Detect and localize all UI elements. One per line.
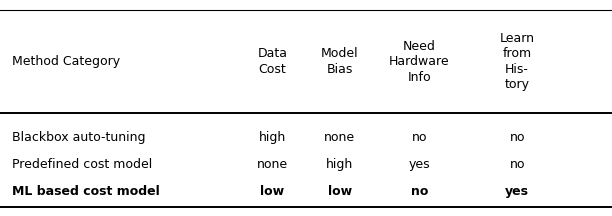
Text: Model
Bias: Model Bias xyxy=(321,47,359,76)
Text: Blackbox auto-tuning: Blackbox auto-tuning xyxy=(12,131,146,144)
Text: no: no xyxy=(509,131,525,144)
Text: no: no xyxy=(509,158,525,171)
Text: no: no xyxy=(411,185,428,198)
Text: yes: yes xyxy=(505,185,529,198)
Text: none: none xyxy=(257,158,288,171)
Text: yes: yes xyxy=(408,158,430,171)
Text: none: none xyxy=(324,131,355,144)
Text: Need
Hardware
Info: Need Hardware Info xyxy=(389,40,450,84)
Text: no: no xyxy=(411,131,427,144)
Text: Method Category: Method Category xyxy=(12,55,121,68)
Text: Learn
from
His-
tory: Learn from His- tory xyxy=(499,32,535,91)
Text: low: low xyxy=(327,185,352,198)
Text: Data
Cost: Data Cost xyxy=(257,47,288,76)
Text: Predefined cost model: Predefined cost model xyxy=(12,158,152,171)
Text: low: low xyxy=(260,185,285,198)
Text: ML based cost model: ML based cost model xyxy=(12,185,160,198)
Text: high: high xyxy=(326,158,353,171)
Text: high: high xyxy=(259,131,286,144)
